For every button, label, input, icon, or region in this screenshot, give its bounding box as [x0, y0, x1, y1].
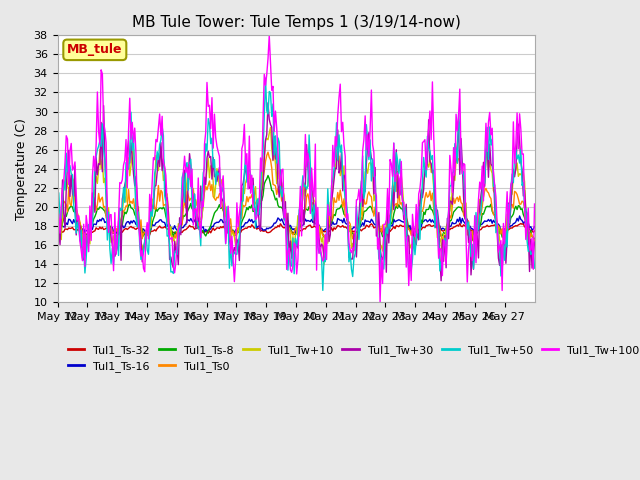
Tul1_Tw+50 [396, 156, 404, 162]
Tul1_Tw+100 [266, 33, 273, 38]
Text: MB_tule: MB_tule [67, 43, 123, 56]
Tul1_Ts-32 [467, 227, 475, 233]
Tul1_Tw+100 [396, 192, 404, 198]
Tul1_Tw+10 [529, 241, 537, 247]
Title: MB Tule Tower: Tule Temps 1 (3/19/14-now): MB Tule Tower: Tule Temps 1 (3/19/14-now… [132, 15, 460, 30]
Tul1_Ts0 [395, 185, 403, 191]
Tul1_Tw+30 [395, 175, 403, 181]
Tul1_Tw+100 [54, 219, 61, 225]
Tul1_Tw+10 [396, 179, 404, 184]
Tul1_Ts0 [531, 238, 538, 243]
Tul1_Tw+50 [54, 215, 61, 221]
Tul1_Tw+10 [531, 240, 538, 246]
Line: Tul1_Tw+10: Tul1_Tw+10 [58, 128, 534, 264]
Tul1_Tw+30 [437, 278, 445, 284]
Tul1_Tw+100 [300, 173, 308, 179]
Tul1_Ts-16 [54, 229, 61, 235]
Tul1_Tw+50 [467, 253, 475, 259]
Tul1_Tw+30 [529, 253, 537, 259]
Tul1_Tw+10 [267, 125, 275, 131]
Tul1_Tw+30 [54, 271, 61, 276]
Tul1_Tw+50 [85, 222, 93, 228]
Tul1_Ts0 [70, 188, 77, 194]
Tul1_Ts-8 [85, 233, 93, 239]
Tul1_Ts-16 [466, 223, 474, 229]
Tul1_Ts0 [470, 239, 477, 245]
Line: Tul1_Ts0: Tul1_Ts0 [58, 152, 534, 242]
Tul1_Ts-16 [70, 217, 77, 223]
Tul1_Tw+50 [319, 288, 326, 293]
Tul1_Ts-16 [85, 227, 93, 232]
Tul1_Tw+50 [300, 184, 308, 190]
Tul1_Ts-8 [531, 236, 538, 242]
Tul1_Ts-8 [264, 173, 272, 179]
Tul1_Ts-8 [468, 238, 476, 243]
Tul1_Tw+50 [529, 243, 537, 249]
Tul1_Ts0 [300, 208, 308, 214]
Tul1_Tw+30 [300, 222, 308, 228]
Tul1_Tw+50 [531, 265, 538, 271]
Tul1_Tw+30 [85, 240, 93, 246]
Tul1_Tw+30 [531, 239, 538, 245]
Tul1_Tw+10 [467, 250, 475, 255]
Tul1_Tw+10 [300, 180, 308, 186]
Tul1_Ts0 [529, 234, 537, 240]
Tul1_Ts-16 [395, 217, 403, 223]
Tul1_Ts-8 [70, 209, 77, 215]
Tul1_Tw+30 [467, 272, 475, 278]
Tul1_Ts-8 [300, 214, 308, 219]
Tul1_Ts-8 [54, 233, 61, 239]
Tul1_Tw+10 [54, 232, 61, 238]
Tul1_Ts-32 [531, 228, 538, 234]
Tul1_Ts-32 [146, 232, 154, 238]
Line: Tul1_Tw+100: Tul1_Tw+100 [58, 36, 534, 302]
Tul1_Tw+100 [529, 266, 537, 272]
Line: Tul1_Ts-8: Tul1_Ts-8 [58, 176, 534, 240]
Line: Tul1_Ts-32: Tul1_Ts-32 [58, 223, 534, 235]
Tul1_Tw+50 [262, 75, 269, 81]
Tul1_Tw+100 [85, 249, 93, 254]
Line: Tul1_Tw+50: Tul1_Tw+50 [58, 78, 534, 290]
Tul1_Tw+10 [70, 178, 77, 184]
Tul1_Ts0 [466, 231, 474, 237]
Tul1_Tw+30 [264, 100, 272, 106]
Tul1_Ts-16 [299, 222, 307, 228]
Line: Tul1_Tw+30: Tul1_Tw+30 [58, 103, 534, 281]
Tul1_Ts-32 [300, 226, 308, 231]
Tul1_Ts-8 [395, 202, 403, 208]
Tul1_Tw+100 [70, 165, 77, 170]
Tul1_Tw+30 [70, 193, 77, 199]
Tul1_Tw+10 [320, 262, 328, 267]
Y-axis label: Temperature (C): Temperature (C) [15, 118, 28, 220]
Tul1_Ts-32 [529, 229, 537, 235]
Legend: Tul1_Ts-32, Tul1_Ts-16, Tul1_Ts-8, Tul1_Ts0, Tul1_Tw+10, Tul1_Tw+30, Tul1_Tw+50,: Tul1_Ts-32, Tul1_Ts-16, Tul1_Ts-8, Tul1_… [63, 340, 640, 376]
Tul1_Ts-16 [529, 226, 537, 232]
Tul1_Ts0 [264, 149, 272, 155]
Tul1_Ts-16 [380, 230, 388, 236]
Tul1_Tw+100 [467, 228, 475, 234]
Tul1_Ts-16 [531, 224, 538, 229]
Tul1_Tw+50 [70, 202, 77, 207]
Tul1_Tw+10 [85, 236, 93, 241]
Tul1_Ts0 [54, 233, 61, 239]
Tul1_Ts-32 [54, 230, 61, 236]
Tul1_Ts0 [85, 228, 93, 233]
Tul1_Ts-32 [70, 227, 77, 232]
Tul1_Ts-32 [456, 220, 463, 226]
Tul1_Tw+100 [376, 299, 384, 305]
Tul1_Ts-8 [466, 228, 474, 233]
Line: Tul1_Ts-16: Tul1_Ts-16 [58, 216, 534, 233]
Tul1_Tw+100 [531, 201, 538, 207]
Tul1_Ts-32 [395, 224, 403, 229]
Tul1_Ts-32 [85, 230, 93, 236]
Tul1_Ts-16 [516, 213, 524, 219]
Tul1_Ts-8 [529, 234, 537, 240]
